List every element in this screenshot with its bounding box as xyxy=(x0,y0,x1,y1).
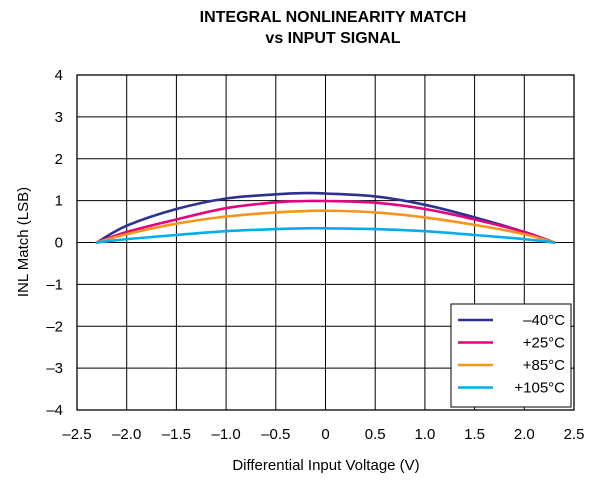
chart-title-line-2: vs INPUT SIGNAL xyxy=(265,30,400,47)
y-tick-label: –2 xyxy=(46,318,63,335)
y-tick-label: 2 xyxy=(55,151,63,168)
y-tick-label: 0 xyxy=(55,235,63,252)
x-tick-label: 0.5 xyxy=(365,426,386,443)
y-tick-label: 1 xyxy=(55,193,63,210)
x-tick-label: –2.5 xyxy=(62,426,91,443)
x-tick-label: 1.5 xyxy=(464,426,485,443)
legend-label-3: +105°C xyxy=(514,380,565,397)
x-tick-label: –1.0 xyxy=(211,426,240,443)
y-tick-label: 3 xyxy=(55,109,63,126)
x-axis-label: Differential Input Voltage (V) xyxy=(232,457,419,474)
x-tick-label: –0.5 xyxy=(261,426,290,443)
y-axis-label: INL Match (LSB) xyxy=(15,187,32,297)
plot-frame xyxy=(76,74,575,411)
x-tick-labels: –2.5 –2.0 –1.5 –1.0 –0.5 0 0.5 1.0 1.5 2.0 2.5 xyxy=(62,426,584,443)
series-line-1 xyxy=(95,199,556,244)
x-tick-label: 2.0 xyxy=(514,426,535,443)
y-tick-label: –1 xyxy=(46,276,63,293)
y-tick-labels: –4 –3 –2 –1 0 1 2 3 4 xyxy=(46,67,63,419)
legend-label-2: +85°C xyxy=(523,357,565,374)
x-tick-label: –1.5 xyxy=(162,426,191,443)
series-line-3 xyxy=(95,226,556,244)
legend-label-0: –40°C xyxy=(523,312,565,329)
x-tick-label: 0 xyxy=(321,426,329,443)
x-tick-label: –2.0 xyxy=(112,426,141,443)
series-line-2 xyxy=(95,209,556,244)
chart-title-line-1: INTEGRAL NONLINEARITY MATCH xyxy=(200,9,467,26)
y-tick-label: –3 xyxy=(46,360,63,377)
legend: –40°C +25°C +85°C +105°C xyxy=(450,303,572,408)
y-tick-label: –4 xyxy=(46,402,63,419)
y-tick-label: 4 xyxy=(55,67,63,84)
series-line-0 xyxy=(95,191,556,244)
x-tick-label: 2.5 xyxy=(564,426,585,443)
chart-title: INTEGRAL NONLINEARITY MATCH vs INPUT SIG… xyxy=(200,9,467,47)
x-tick-label: 1.0 xyxy=(414,426,435,443)
series-lines xyxy=(95,191,556,244)
legend-label-1: +25°C xyxy=(523,335,565,352)
